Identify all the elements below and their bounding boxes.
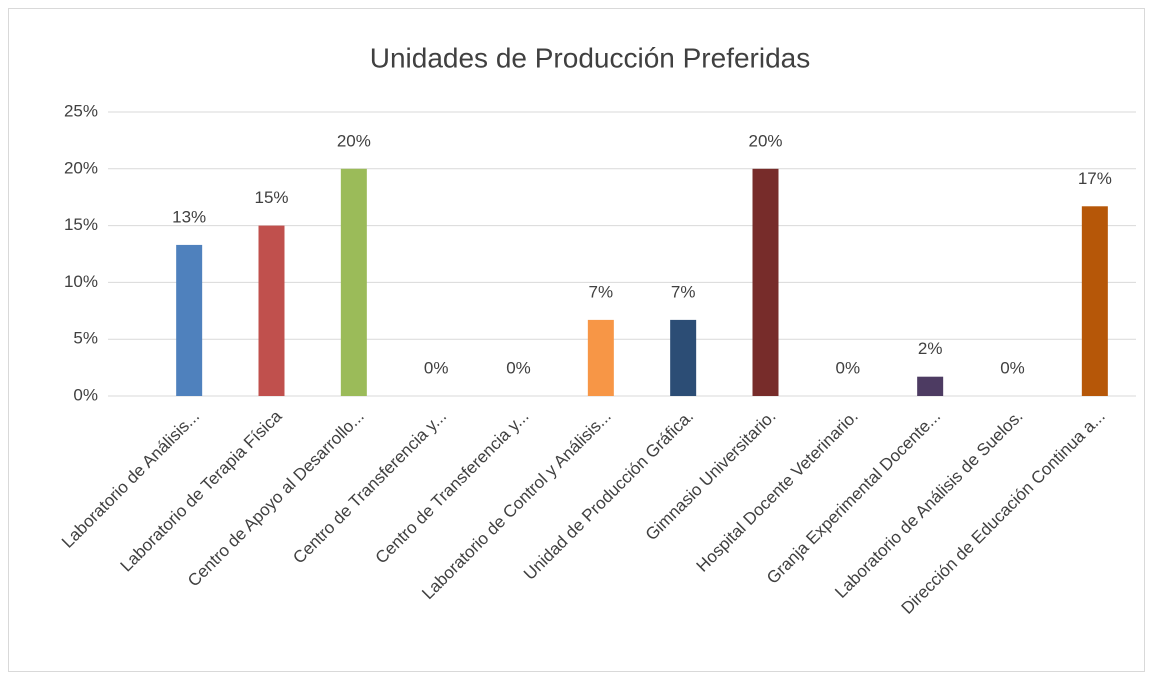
- y-tick-label: 15%: [64, 215, 98, 234]
- data-label: 7%: [589, 282, 614, 301]
- chart-title: Unidades de Producción Preferidas: [370, 42, 810, 73]
- data-label: 15%: [254, 188, 288, 207]
- bar: [1081, 206, 1108, 396]
- bar: [917, 376, 944, 396]
- data-label: 0%: [1000, 358, 1025, 377]
- y-tick-label: 0%: [73, 385, 98, 404]
- y-tick-label: 25%: [64, 101, 98, 120]
- bar: [340, 168, 367, 396]
- data-label: 17%: [1078, 169, 1112, 188]
- data-label: 2%: [918, 339, 943, 358]
- bar: [752, 168, 779, 396]
- bar: [670, 319, 697, 396]
- bar: [176, 244, 203, 396]
- data-label: 0%: [424, 358, 449, 377]
- y-tick-label: 20%: [64, 158, 98, 177]
- data-label: 20%: [748, 131, 782, 150]
- data-label: 20%: [337, 131, 371, 150]
- data-label: 0%: [506, 358, 531, 377]
- y-tick-label: 5%: [73, 329, 98, 348]
- y-tick-label: 10%: [64, 272, 98, 291]
- bar: [258, 225, 285, 396]
- bar: [587, 319, 614, 396]
- data-label: 7%: [671, 282, 696, 301]
- data-label: 13%: [172, 207, 206, 226]
- data-label: 0%: [836, 358, 861, 377]
